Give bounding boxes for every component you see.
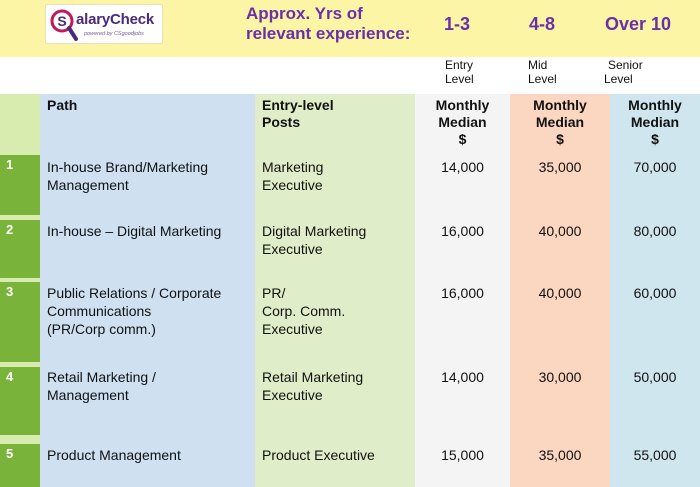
- row-2-senior: 80,000: [633, 223, 677, 239]
- salarycheck-logo: S alaryCheck powered by CSgoodjobs: [45, 4, 163, 44]
- posts-column: [255, 94, 415, 487]
- path-column: [40, 94, 255, 487]
- row-5-post: Product Executive: [262, 447, 375, 463]
- header-path: Path: [47, 97, 78, 113]
- row-3-mid: 40,000: [538, 285, 582, 301]
- row-4-path: Retail Marketing / Management: [47, 369, 156, 403]
- magnifier-logo-icon: S: [50, 9, 78, 41]
- svg-text:S: S: [57, 13, 66, 29]
- logo-wordmark: alaryCheck: [76, 11, 155, 28]
- header-median-senior: Monthly Median $: [628, 97, 682, 147]
- header-posts: Entry-level Posts: [262, 97, 334, 130]
- mid-column: [510, 94, 610, 487]
- level-entry: Entry Level: [445, 58, 474, 86]
- row-number-4: 4: [0, 367, 40, 435]
- row-1-entry: 14,000: [441, 159, 484, 175]
- row-4-mid: 30,000: [538, 369, 582, 385]
- level-mid: Mid Level: [528, 58, 557, 86]
- row-2-path: In-house – Digital Marketing: [47, 223, 222, 239]
- row-2-mid: 40,000: [538, 223, 582, 239]
- band-mid: 4-8: [529, 14, 556, 34]
- row-1-path: In-house Brand/Marketing Management: [47, 159, 209, 193]
- row-1-mid: 35,000: [538, 159, 582, 175]
- row-5-senior: 55,000: [633, 447, 677, 463]
- row-5-mid: 35,000: [538, 447, 582, 463]
- row-3-senior: 60,000: [633, 285, 677, 301]
- band-senior: Over 10: [605, 14, 672, 34]
- row-3-path: Public Relations / Corporate Communicatio…: [47, 285, 222, 337]
- row-3-post: PR/Corp. Comm. Executive: [262, 285, 346, 337]
- band-entry: 1-3: [444, 14, 471, 34]
- row-number-5: 5: [0, 444, 40, 487]
- senior-column: [610, 94, 700, 487]
- row-number-1: 1: [0, 155, 40, 215]
- row-4-entry: 14,000: [441, 369, 484, 385]
- row-1-senior: 70,000: [633, 159, 677, 175]
- row-number-2: 2: [0, 220, 40, 278]
- row-4-senior: 50,000: [633, 369, 677, 385]
- row-1-post: Marketing Executive: [262, 159, 324, 193]
- experience-label: Approx. Yrs of relevant experience:: [246, 4, 411, 43]
- row-2-entry: 16,000: [441, 223, 484, 239]
- row-4-post: Retail Marketing Executive: [262, 369, 364, 403]
- row-2-post: Digital Marketing Executive: [262, 223, 367, 257]
- entry-column: [415, 94, 510, 487]
- row-3-entry: 16,000: [441, 285, 484, 301]
- header-median-entry: Monthly Median $: [435, 97, 490, 147]
- logo-tagline: powered by CSgoodjobs: [84, 31, 144, 37]
- header-median-mid: Monthly Median $: [533, 97, 587, 147]
- level-senior: Senior Level: [604, 58, 643, 86]
- row-5-entry: 15,000: [441, 447, 484, 463]
- row-number-3: 3: [0, 282, 40, 362]
- row-5-path: Product Management: [47, 447, 181, 463]
